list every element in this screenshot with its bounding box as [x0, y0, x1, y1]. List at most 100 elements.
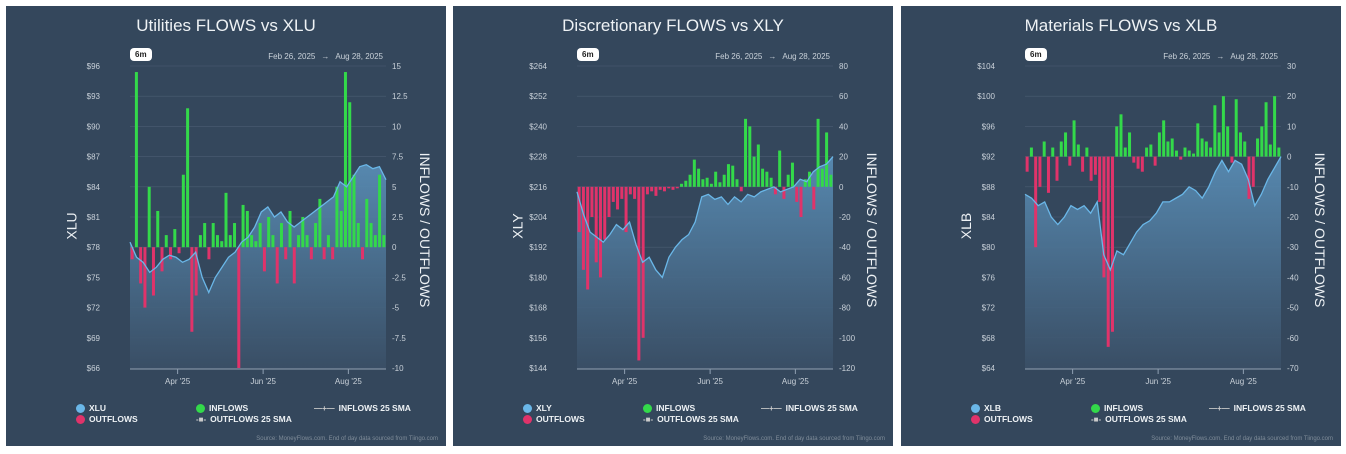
inflow-bar[interactable] [241, 204, 245, 248]
inflow-bar[interactable] [1243, 141, 1247, 157]
outflow-bar[interactable] [292, 247, 296, 284]
legend-inflows-sma[interactable]: —+— INFLOWS 25 SMA [761, 403, 858, 413]
inflow-bar[interactable] [1042, 141, 1046, 157]
inflow-bar[interactable] [211, 223, 215, 248]
inflow-bar[interactable] [352, 174, 356, 248]
inflow-bar[interactable] [134, 72, 138, 248]
outflow-bar[interactable] [1025, 156, 1029, 172]
outflow-bar[interactable] [284, 247, 288, 260]
inflow-bar[interactable] [1157, 132, 1161, 157]
inflow-bar[interactable] [305, 235, 309, 248]
range-selector-button[interactable]: 6m [130, 48, 152, 61]
outflow-bar[interactable] [616, 186, 620, 210]
legend-price[interactable]: XLB [971, 403, 1001, 413]
inflow-bar[interactable] [1162, 120, 1166, 157]
outflow-bar[interactable] [611, 186, 615, 202]
inflow-bar[interactable] [752, 156, 756, 187]
price-line[interactable] [1024, 156, 1282, 272]
outflow-bar[interactable] [799, 186, 803, 217]
outflow-bar[interactable] [590, 186, 594, 217]
outflow-bar[interactable] [1251, 156, 1255, 187]
inflow-bar[interactable] [220, 241, 224, 248]
inflow-bar[interactable] [224, 192, 228, 248]
inflow-bar[interactable] [1064, 132, 1068, 157]
outflow-bar[interactable] [177, 247, 181, 254]
inflow-bar[interactable] [186, 108, 190, 248]
inflow-bar[interactable] [215, 235, 219, 248]
outflow-bar[interactable] [1055, 156, 1059, 181]
inflow-bar[interactable] [365, 198, 369, 248]
inflow-bar[interactable] [1051, 147, 1055, 157]
inflow-bar[interactable] [335, 186, 339, 248]
outflow-bar[interactable] [1068, 156, 1072, 166]
inflow-bar[interactable] [1187, 150, 1191, 157]
inflow-bar[interactable] [816, 118, 820, 187]
date-from[interactable]: Feb 26, 2025 [715, 52, 763, 61]
outflow-bar[interactable] [795, 186, 799, 202]
inflow-bar[interactable] [1076, 144, 1080, 157]
outflow-bar[interactable] [675, 186, 679, 189]
inflow-bar[interactable] [1221, 96, 1225, 157]
legend-outflows[interactable]: OUTFLOWS [971, 414, 1033, 424]
inflow-bar[interactable] [314, 223, 318, 248]
inflow-bar[interactable] [756, 144, 760, 187]
outflow-bar[interactable] [739, 186, 743, 192]
outflow-bar[interactable] [671, 186, 675, 190]
inflow-bar[interactable] [705, 177, 709, 187]
date-from[interactable]: Feb 26, 2025 [1163, 52, 1211, 61]
inflow-bar[interactable] [288, 210, 292, 248]
outflow-bar[interactable] [645, 186, 649, 195]
outflow-bar[interactable] [773, 186, 777, 195]
inflow-bar[interactable] [356, 223, 360, 248]
outflow-bar[interactable] [658, 186, 662, 190]
inflow-bar[interactable] [726, 164, 730, 187]
inflow-bar[interactable] [1149, 144, 1153, 157]
inflow-bar[interactable] [1273, 96, 1277, 157]
inflow-bar[interactable] [803, 179, 807, 187]
inflow-bar[interactable] [181, 174, 185, 248]
inflow-bar[interactable] [1145, 147, 1149, 157]
outflow-bar[interactable] [1106, 156, 1110, 347]
inflow-bar[interactable] [1166, 141, 1170, 157]
outflow-bar[interactable] [1136, 156, 1140, 169]
inflow-bar[interactable] [343, 72, 347, 248]
inflow-bar[interactable] [318, 198, 322, 248]
legend-outflows[interactable]: OUTFLOWS [76, 414, 138, 424]
legend-inflows[interactable]: INFLOWS [1091, 403, 1143, 413]
inflow-bar[interactable] [680, 183, 684, 187]
outflow-bar[interactable] [633, 186, 637, 199]
inflow-bar[interactable] [378, 174, 382, 248]
inflow-bar[interactable] [714, 171, 718, 187]
inflow-bar[interactable] [697, 168, 701, 187]
legend-outflows-sma[interactable]: -■- OUTFLOWS 25 SMA [196, 414, 292, 424]
date-to[interactable]: Aug 28, 2025 [335, 52, 383, 61]
inflow-bar[interactable] [692, 159, 696, 187]
inflow-bar[interactable] [825, 132, 829, 187]
inflow-bar[interactable] [373, 235, 377, 248]
inflow-bar[interactable] [1277, 147, 1281, 157]
inflow-bar[interactable] [1200, 138, 1204, 157]
inflow-bar[interactable] [829, 174, 833, 187]
inflow-bar[interactable] [735, 179, 739, 187]
inflow-bar[interactable] [250, 235, 254, 248]
outflow-bar[interactable] [624, 186, 628, 233]
outflow-bar[interactable] [603, 186, 607, 240]
legend-price[interactable]: XLY [523, 403, 552, 413]
outflow-bar[interactable] [637, 186, 641, 361]
inflow-bar[interactable] [808, 171, 812, 187]
outflow-bar[interactable] [262, 247, 266, 272]
outflow-bar[interactable] [620, 186, 624, 199]
range-selector-button[interactable]: 6m [577, 48, 599, 61]
outflow-bar[interactable] [143, 247, 147, 308]
inflow-bar[interactable] [297, 235, 301, 248]
outflow-bar[interactable] [586, 186, 590, 290]
outflow-bar[interactable] [654, 186, 658, 196]
outflow-bar[interactable] [207, 247, 211, 260]
outflow-bar[interactable] [190, 247, 194, 332]
outflow-bar[interactable] [628, 186, 632, 195]
outflow-bar[interactable] [237, 247, 241, 368]
price-line[interactable] [576, 156, 834, 279]
inflow-bar[interactable] [790, 162, 794, 187]
outflow-bar[interactable] [1093, 156, 1097, 175]
inflow-bar[interactable] [718, 182, 722, 187]
